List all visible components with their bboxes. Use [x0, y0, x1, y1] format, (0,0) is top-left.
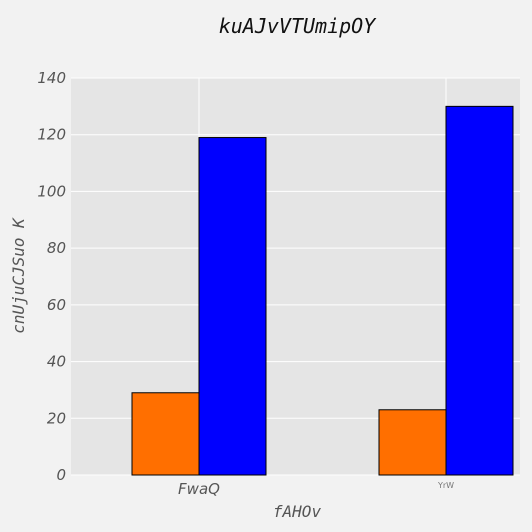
- bar-FwaQ-series-1: [131, 392, 200, 476]
- y-tick-label: 40: [47, 353, 66, 371]
- bar-YrW-series-1: [378, 409, 447, 476]
- bars: [131, 105, 514, 476]
- x-tick-label: FwaQ: [178, 480, 220, 498]
- y-axis-ticks: 0 20 40 60 80 100 120 140: [37, 69, 66, 484]
- x-axis-label: fAHOv: [273, 502, 322, 521]
- y-tick-label: 60: [47, 296, 66, 314]
- y-tick-label: 120: [37, 126, 66, 144]
- y-tick-label: 140: [37, 69, 66, 87]
- bar-YrW-series-2: [445, 105, 514, 476]
- x-axis-ticks: FwaQ YrW: [178, 480, 454, 498]
- grid-lines: [71, 77, 520, 476]
- y-tick-label: 80: [47, 239, 66, 257]
- y-tick-label: 100: [37, 182, 66, 200]
- y-tick-label: 0: [56, 466, 66, 484]
- x-tick-label: YrW: [437, 481, 454, 490]
- y-tick-label: 20: [47, 409, 66, 427]
- bar-FwaQ-series-2: [198, 137, 267, 476]
- chart-title: kuAJvVTUmipOY: [219, 14, 377, 38]
- y-axis-label: cnUjuCJSuo K: [9, 217, 28, 334]
